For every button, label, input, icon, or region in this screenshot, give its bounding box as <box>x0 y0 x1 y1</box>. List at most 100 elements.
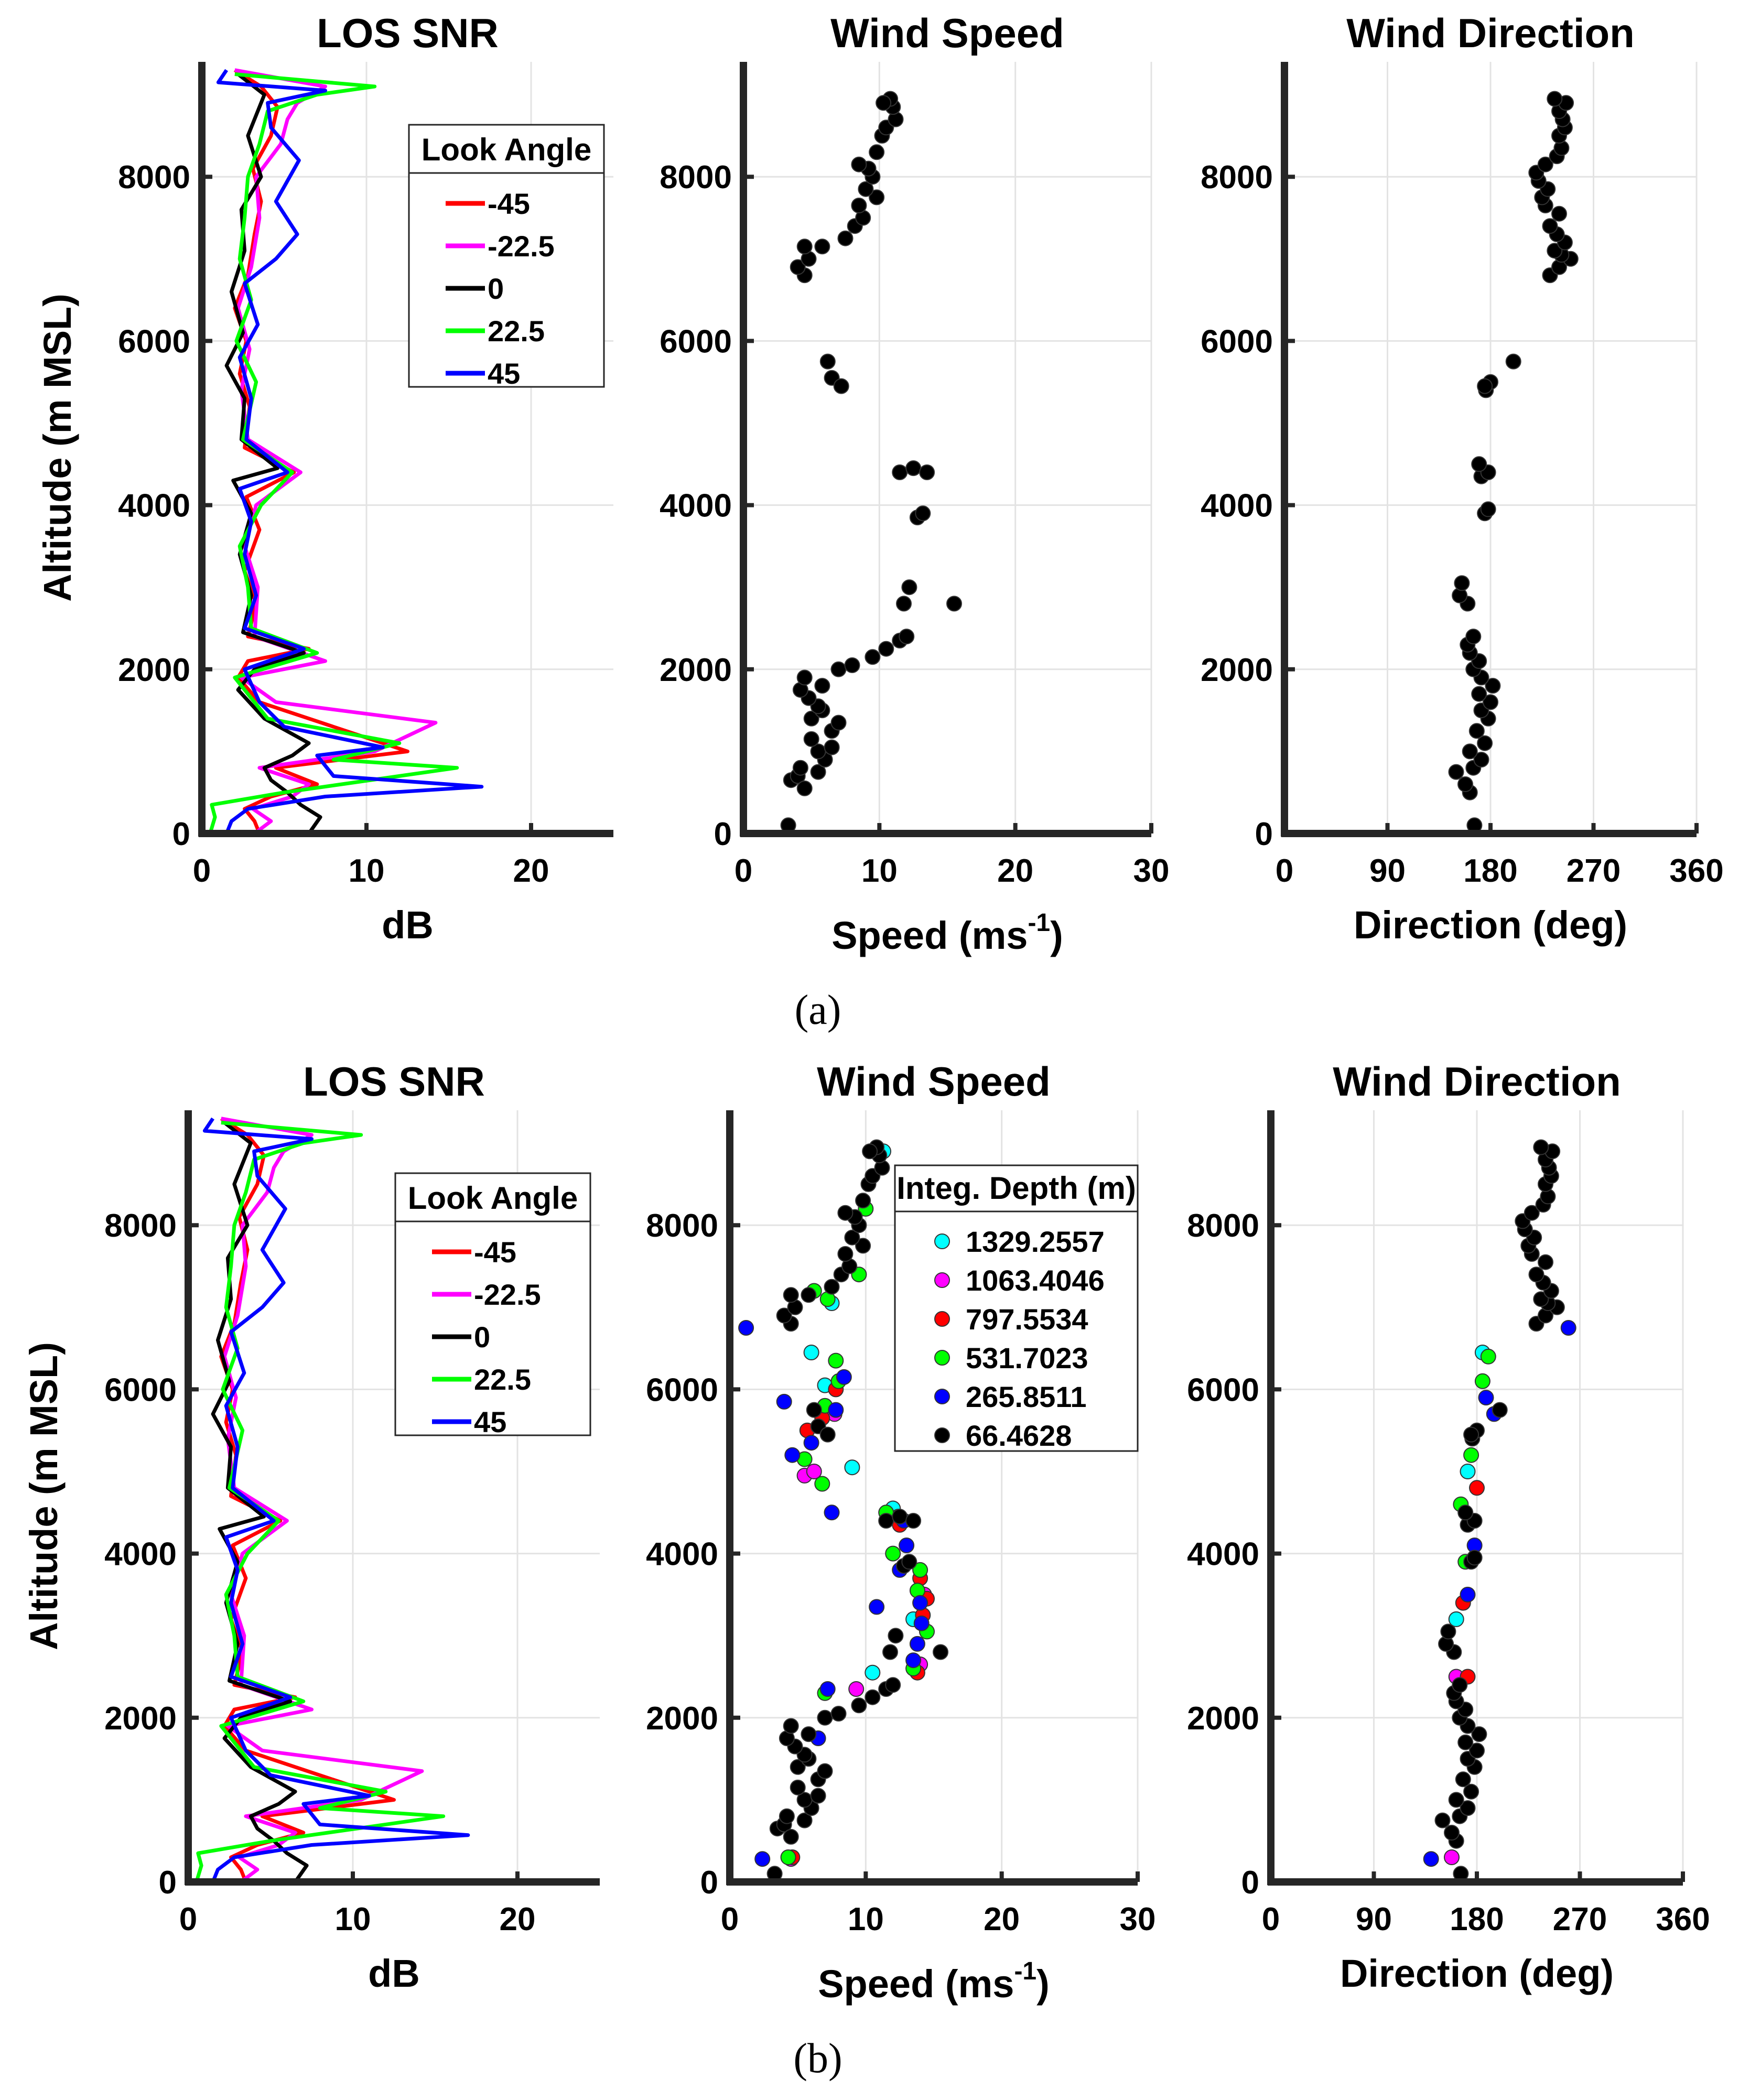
a-snr-legend-label--22.5: -22.5 <box>488 230 555 263</box>
a-direction-xtick-label-4: 360 <box>1669 853 1723 889</box>
b-direction-point-d66-11 <box>1469 1742 1485 1759</box>
b-speed-xtick-label-1: 10 <box>848 1901 884 1937</box>
b-speed-legend-title: Integ. Depth (m) <box>896 1171 1136 1206</box>
b-speed-point-d66-40 <box>783 1287 799 1303</box>
b-speed-point-d66-41 <box>824 1279 840 1295</box>
b-snr-legend-title: Look Angle <box>408 1181 578 1216</box>
b-direction-point-d66-7 <box>1463 1783 1479 1800</box>
a-speed-point-d66-46 <box>858 181 874 197</box>
a-direction-point-d66-12 <box>1471 686 1487 702</box>
a-speed-point-d66-18 <box>796 669 813 686</box>
a-direction-ytick-label-4: 8000 <box>1201 159 1273 196</box>
b-direction-xtick-label-0: 0 <box>1262 1901 1280 1937</box>
a-direction-xlabel: Direction (deg) <box>1354 903 1627 947</box>
a-speed-xlabel: Speed (ms-1) <box>831 909 1063 957</box>
b-speed-legend-label-4: 265.8511 <box>966 1380 1086 1413</box>
b-speed-ytick-label-0: 0 <box>700 1865 718 1901</box>
b-speed-point-d66-50 <box>855 1193 871 1209</box>
b-speed-point-d265-13 <box>776 1393 792 1410</box>
a-snr-line-45 <box>216 69 484 835</box>
a-speed-point-d66-39 <box>814 239 830 255</box>
a-direction-point-d66-39 <box>1542 218 1558 234</box>
a-speed-point-d66-21 <box>865 649 881 665</box>
b-direction-point-d66-19 <box>1452 1677 1468 1693</box>
b-speed-point-d265-10 <box>824 1504 840 1521</box>
b-direction-point-d1329-1 <box>1448 1611 1464 1627</box>
b-speed-point-d1329-3 <box>803 1345 819 1360</box>
a-snr-ytick-label-1: 2000 <box>118 652 190 688</box>
a-snr-legend: Look Angle -45 -22.5 0 22.5 45 <box>408 124 605 390</box>
a-speed-ytick-label-1: 2000 <box>660 652 732 688</box>
a-direction-ytick-label-0: 0 <box>1255 816 1273 852</box>
a-snr-legend-label-0: 0 <box>488 272 504 305</box>
b-snr-legend-label--45: -45 <box>474 1236 516 1269</box>
b-snr-xtick-label-1: 10 <box>335 1901 371 1937</box>
b-snr-line-22.5 <box>195 1121 446 1883</box>
a-direction-point-d66-8 <box>1468 723 1485 739</box>
b-speed-point-d265-8 <box>899 1538 915 1553</box>
b-speed-point-d66-4 <box>779 1808 795 1824</box>
b-speed-legend-marker-5 <box>934 1427 950 1443</box>
a-direction-ytick-label-3: 6000 <box>1201 323 1273 360</box>
b-speed-point-d66-21 <box>851 1697 867 1714</box>
a-direction-point-d66-36 <box>1547 243 1563 259</box>
a-snr-xtick-label-1: 10 <box>349 853 385 889</box>
b-direction-point-d66-31 <box>1463 1426 1479 1443</box>
b-speed-point-d66-18 <box>783 1718 799 1734</box>
b-speed-point-d66-12 <box>790 1759 806 1775</box>
b-snr-xtick-label-0: 0 <box>179 1901 197 1937</box>
b-speed-point-d265-14 <box>803 1435 819 1451</box>
b-direction-point-d66-5 <box>1460 1800 1476 1816</box>
a-speed-point-d66-45 <box>869 189 885 205</box>
b-direction-point-d265-0 <box>1423 1851 1439 1867</box>
a-snr-ytick-label-0: 0 <box>172 816 190 852</box>
b-direction-point-d66-46 <box>1524 1205 1540 1221</box>
b-direction-point-d797-1 <box>1469 1480 1485 1496</box>
b-direction-point-d1063-0 <box>1444 1849 1460 1865</box>
a-speed-point-d66-19 <box>830 661 847 677</box>
b-direction-xtick-label-1: 90 <box>1356 1901 1392 1937</box>
a-speed-point-d66-41 <box>837 230 854 246</box>
b-speed-point-d66-29 <box>901 1554 917 1570</box>
b-speed-legend-label-2: 797.5534 <box>966 1303 1088 1336</box>
b-speed-point-d66-32 <box>905 1513 922 1529</box>
b-speed-point-d66-22 <box>865 1689 881 1705</box>
a-direction-title: Wind Direction <box>1346 10 1635 56</box>
a-speed-point-d66-40 <box>796 239 813 255</box>
a-snr-xtick-label-2: 20 <box>513 853 549 889</box>
b-speed-point-d66-26 <box>933 1644 948 1660</box>
b-speed-point-d66-24 <box>885 1677 901 1693</box>
a-speed-point-d66-25 <box>896 596 912 612</box>
b-direction-point-d66-12 <box>1457 1734 1474 1750</box>
b-direction-point-d66-36 <box>1533 1291 1549 1307</box>
a-direction-point-d66-6 <box>1462 743 1478 760</box>
b-speed-point-d66-46 <box>844 1229 860 1246</box>
b-speed-legend-marker-3 <box>934 1350 950 1366</box>
b-direction-point-d66-54 <box>1533 1139 1549 1155</box>
b-speed-point-d66-33 <box>806 1402 822 1418</box>
a-snr-title: LOS SNR <box>317 10 499 56</box>
a-speed-ytick-label-3: 6000 <box>660 323 732 360</box>
b-direction-point-d66-30 <box>1492 1402 1508 1418</box>
a-direction-point-d66-24 <box>1480 501 1496 517</box>
b-speed-xlabel: Speed (ms-1) <box>818 1957 1050 2006</box>
b-speed-point-d265-2 <box>819 1681 836 1697</box>
b-snr-legend-box <box>394 1172 591 1436</box>
a-direction-point-d66-3 <box>1448 764 1464 780</box>
b-speed-ytick-label-1: 2000 <box>646 1701 718 1737</box>
a-direction-point-d66-40 <box>1551 205 1567 222</box>
a-speed-point-d66-33 <box>819 353 836 370</box>
b-speed-legend-label-1: 1063.4046 <box>966 1264 1105 1297</box>
a-direction-point-d66-31 <box>1477 378 1493 394</box>
b-speed-point-d66-49 <box>837 1205 854 1221</box>
b-speed-point-d265-0 <box>754 1851 771 1867</box>
b-speed-ytick-label-2: 4000 <box>646 1536 718 1573</box>
b-speed-point-d66-27 <box>888 1628 904 1644</box>
b-speed-point-d265-5 <box>913 1615 930 1631</box>
b-snr-line-45 <box>202 1117 470 1883</box>
b-speed-xtick-label-3: 30 <box>1120 1901 1156 1937</box>
a-direction-point-d66-22 <box>1454 575 1470 591</box>
a-speed-point-d66-32 <box>919 464 935 480</box>
b-speed-point-d66-8 <box>810 1788 826 1804</box>
